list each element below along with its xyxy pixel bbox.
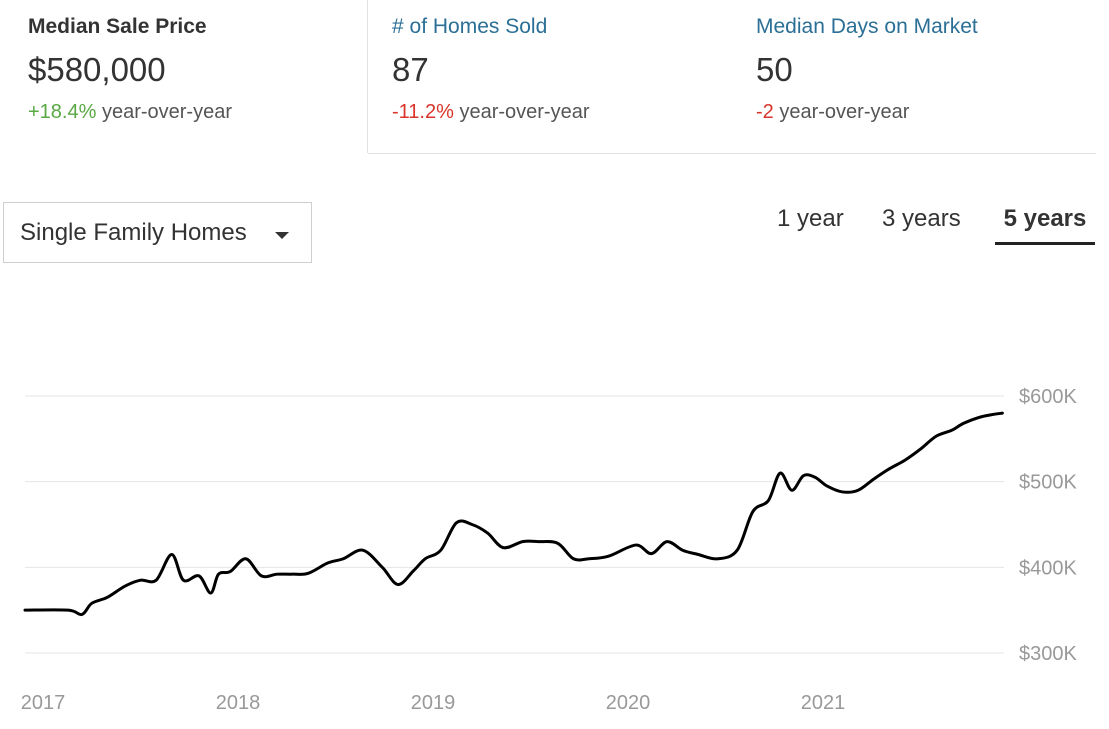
median-sale-price-chart: $300K $400K $500K $600K 2017 2018 2019 2020 202… xyxy=(21,386,1078,714)
median-sale-price-value: $580,000 xyxy=(28,51,166,88)
yoy-change: -2 year-over-year xyxy=(756,99,1096,125)
range-3-years[interactable]: 3 years xyxy=(882,205,961,232)
change-value: -11.2% xyxy=(392,101,454,123)
tab-homes-sold[interactable]: # of Homes Sold 87 -11.2% year-over-year xyxy=(392,0,732,153)
days-on-market-value: 50 xyxy=(756,51,793,88)
metric-tabs: Median Sale Price $580,000 +18.4% year-o… xyxy=(0,0,1109,154)
grid-lines xyxy=(25,395,1004,654)
change-value: +18.4% xyxy=(28,101,97,123)
tab-median-sale-price[interactable]: Median Sale Price $580,000 +18.4% year-o… xyxy=(4,0,368,153)
y-tick-label: $500K xyxy=(1019,472,1077,494)
homes-sold-value: 87 xyxy=(392,51,429,88)
y-tick-label: $300K xyxy=(1019,643,1077,665)
change-suffix: year-over-year xyxy=(453,101,590,123)
tab-label: # of Homes Sold xyxy=(392,15,548,38)
x-tick-label: 2019 xyxy=(411,692,456,714)
y-tick-label: $600K xyxy=(1019,386,1077,408)
yoy-change: +18.4% year-over-year xyxy=(28,99,367,125)
tab-label: Median Days on Market xyxy=(756,15,978,38)
x-tick-label: 2021 xyxy=(801,692,846,714)
range-1-year[interactable]: 1 year xyxy=(777,205,844,232)
x-tick-label: 2020 xyxy=(606,692,651,714)
x-tick-label: 2018 xyxy=(216,692,261,714)
x-axis-labels: 2017 2018 2019 2020 2021 xyxy=(21,692,846,714)
caret-down-icon xyxy=(275,232,289,239)
y-axis-labels: $300K $400K $500K $600K xyxy=(1019,386,1077,665)
tab-label: Median Sale Price xyxy=(28,15,207,38)
change-suffix: year-over-year xyxy=(96,101,232,123)
change-value: -2 xyxy=(756,101,774,123)
property-type-value: Single Family Homes xyxy=(20,219,247,246)
yoy-change: -11.2% year-over-year xyxy=(392,99,732,125)
x-tick-label: 2017 xyxy=(21,692,66,714)
change-suffix: year-over-year xyxy=(773,101,910,123)
y-tick-label: $400K xyxy=(1019,557,1077,579)
selected-range-indicator xyxy=(995,242,1095,245)
tab-median-days-on-market[interactable]: Median Days on Market 50 -2 year-over-ye… xyxy=(756,0,1096,153)
property-type-dropdown[interactable]: Single Family Homes xyxy=(3,202,312,263)
tabs-divider xyxy=(368,153,1096,154)
range-5-years[interactable]: 5 years xyxy=(1003,205,1087,232)
price-series-line xyxy=(23,411,1004,617)
